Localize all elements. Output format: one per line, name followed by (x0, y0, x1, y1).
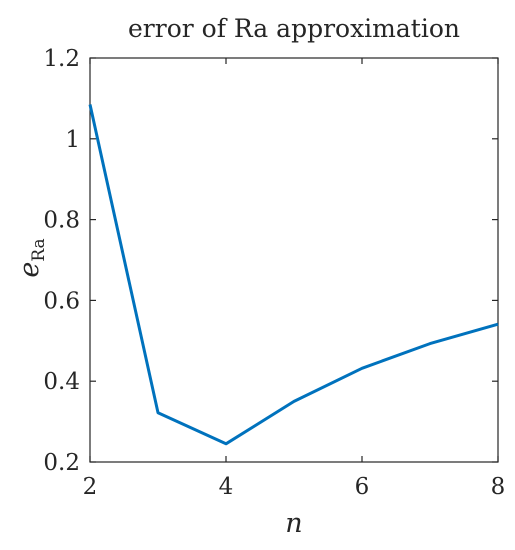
y-tick-label: 0.6 (43, 288, 80, 314)
y-tick-label: 0.2 (43, 450, 80, 476)
y-tick-label: 1 (65, 127, 80, 153)
y-axis-label-main: e (14, 262, 45, 278)
y-axis-label-subscript: Ra (29, 238, 49, 261)
x-axis-label: n (285, 508, 302, 539)
plot-frame (89, 57, 499, 463)
x-tick-label: 6 (355, 474, 370, 500)
y-tick-label: 0.8 (43, 208, 80, 234)
chart-title: error of Ra approximation (128, 14, 460, 43)
x-tick-label: 8 (491, 474, 506, 500)
svg-text:eRa: eRa (14, 238, 49, 277)
x-tick-label: 2 (83, 474, 98, 500)
y-tick-label: 0.4 (43, 369, 80, 395)
x-tick-label: 4 (219, 474, 234, 500)
plot-area: 2 4 6 8 0.2 0.4 0.6 0.8 1 1.2 (43, 46, 505, 500)
y-tick-label: 1.2 (43, 46, 80, 72)
y-axis-label: eRa (14, 238, 49, 277)
series-line (88, 104, 499, 446)
